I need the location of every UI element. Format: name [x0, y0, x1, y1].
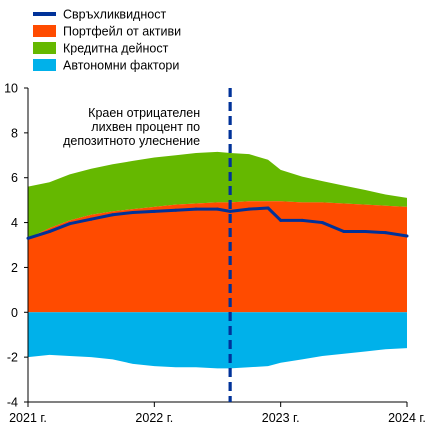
legend-label: Кредитна дейност [63, 42, 169, 56]
line-point [26, 236, 30, 240]
line-point [363, 230, 367, 234]
y-axis-ticks: 10 8 6 4 2 0 -2 -4 [4, 82, 28, 410]
area-autonomous-factors [28, 312, 407, 369]
x-tick-label: 2023 г. [262, 411, 300, 425]
y-tick-label: 10 [4, 82, 18, 96]
line-point [216, 207, 219, 211]
legend: Свръхликвидност Портфейл от активи Кредитн… [33, 8, 181, 73]
y-tick-label: 8 [11, 126, 18, 140]
annotation-line: депозитното улеснение [63, 134, 200, 148]
x-axis-ticks: 2021 г. 2022 г. 2023 г. 2024 г. [9, 402, 425, 425]
line-point [89, 217, 93, 221]
legend-swatch-line [33, 12, 56, 16]
line-point [111, 213, 115, 217]
legend-swatch-area [33, 59, 56, 71]
area-asset-portfolio [28, 201, 407, 313]
line-point [300, 218, 304, 222]
line-point [247, 207, 251, 211]
line-point [320, 221, 324, 225]
line-point [131, 210, 135, 214]
legend-label: Портфейл от активи [63, 25, 181, 39]
annotation-line: Краен отрицателен [88, 106, 200, 120]
annotation-line: лихвен процент по [91, 120, 200, 134]
y-tick-label: 2 [11, 261, 18, 275]
line-point [266, 206, 270, 210]
y-tick-label: 0 [11, 306, 18, 320]
line-excess-liquidity [27, 206, 408, 240]
legend-label: Свръхликвидност [63, 8, 166, 22]
x-tick-label: 2024 г. [388, 411, 425, 425]
line-point [228, 209, 232, 213]
x-tick-label: 2022 г. [135, 411, 173, 425]
line-point [152, 209, 156, 213]
legend-label: Автономни фактори [63, 59, 179, 73]
y-tick-label: 4 [11, 216, 18, 230]
line-point [342, 230, 346, 234]
axes [27, 88, 407, 403]
line-point [384, 231, 388, 235]
stacked-areas [28, 151, 407, 369]
legend-swatch-area [33, 25, 56, 37]
line-point [68, 222, 72, 226]
legend-swatch-area [33, 42, 56, 54]
y-tick-label: -4 [7, 396, 18, 410]
line-point [194, 207, 198, 211]
line-point [279, 218, 283, 222]
line-point [47, 230, 51, 234]
area-credit-operations [28, 151, 407, 239]
line-series [26, 206, 409, 240]
x-tick-label: 2021 г. [9, 411, 47, 425]
line-point [405, 234, 409, 238]
line-point [174, 208, 178, 212]
y-tick-label: -2 [7, 351, 18, 365]
y-tick-label: 6 [11, 171, 18, 185]
